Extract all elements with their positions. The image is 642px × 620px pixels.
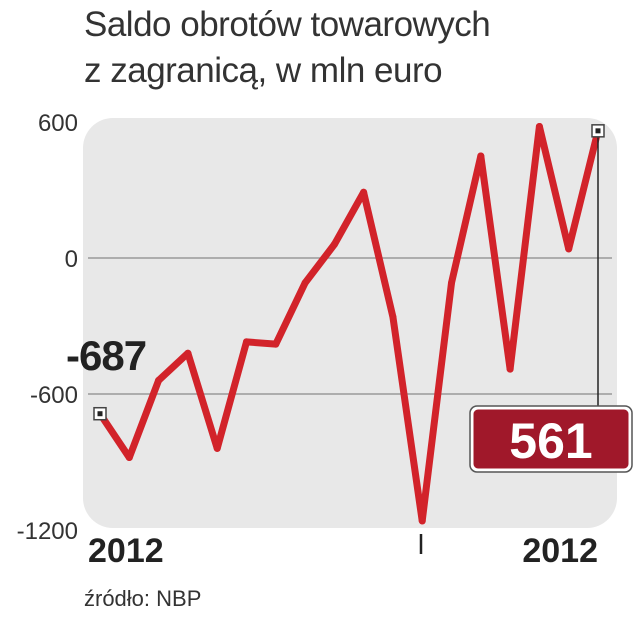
- data-point: [565, 245, 573, 253]
- data-point: [242, 338, 250, 346]
- data-point: [330, 240, 338, 248]
- y-tick-label: 0: [65, 246, 78, 273]
- data-point: [506, 365, 514, 373]
- data-point: [448, 279, 456, 287]
- data-point: [535, 123, 543, 131]
- chart-title: Saldo obrotów towarowych z zagranicą, w …: [84, 2, 491, 94]
- last-value-label: 561: [509, 413, 592, 469]
- last-value-badge-border: [469, 405, 633, 473]
- data-point: [360, 188, 368, 196]
- first-point-marker-dot: [97, 411, 103, 417]
- title-line-1: Saldo obrotów towarowych: [84, 5, 491, 44]
- data-point: [184, 349, 192, 357]
- series-line: [96, 123, 602, 525]
- y-tick-label: 600: [38, 110, 78, 137]
- data-point: [389, 313, 397, 321]
- data-point: [272, 340, 280, 348]
- y-tick-label: -600: [30, 382, 78, 409]
- last-point-marker-dot: [595, 128, 601, 134]
- y-tick-label: -1200: [17, 518, 78, 545]
- data-point: [418, 517, 426, 525]
- source-note: źródło: NBP: [84, 586, 202, 611]
- x-axis-label: 2012: [522, 532, 598, 570]
- data-point: [301, 279, 309, 287]
- x-axis-label: 2012: [88, 532, 164, 570]
- title-line-2: z zagranicą, w mln euro: [84, 51, 443, 90]
- first-value-label: -687: [66, 332, 146, 379]
- last-value-badge: [470, 406, 632, 472]
- data-point: [125, 453, 133, 461]
- data-point: [155, 376, 163, 384]
- data-point: [213, 444, 221, 452]
- data-point: [477, 152, 485, 160]
